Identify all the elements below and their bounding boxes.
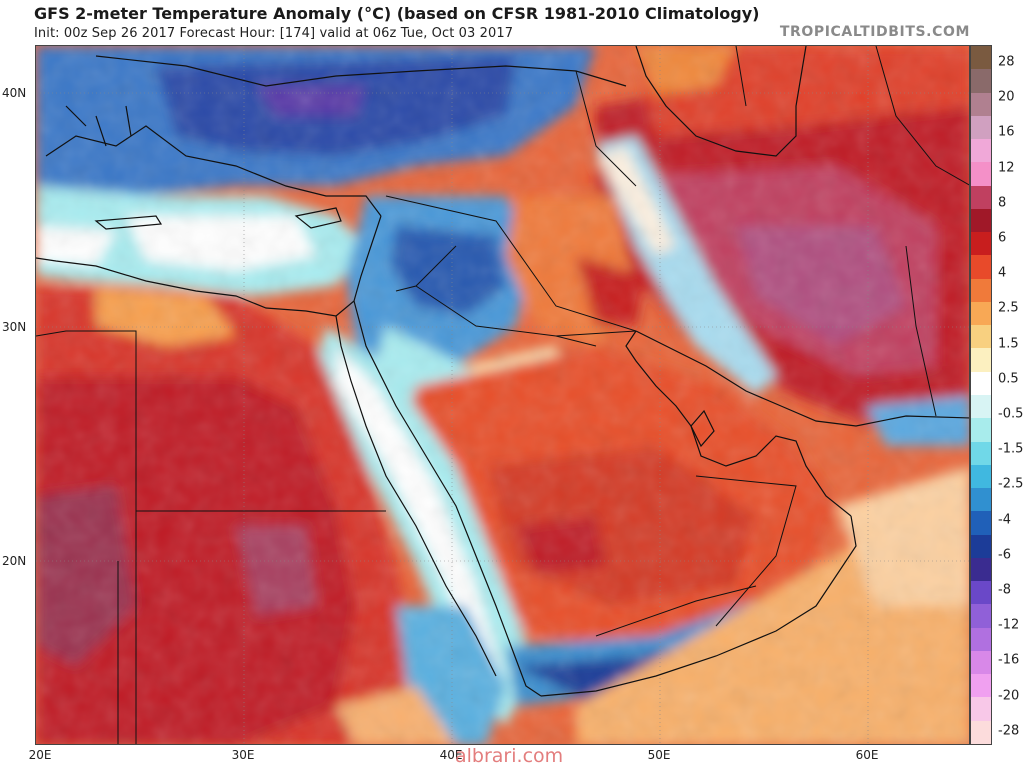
colorbar-tick-label: -12 bbox=[998, 617, 1020, 633]
colorbar-tick-label: 20 bbox=[998, 89, 1015, 105]
colorbar-tick-label: -2.5 bbox=[998, 476, 1024, 492]
graticule bbox=[36, 46, 969, 744]
map-canvas bbox=[36, 46, 969, 744]
colorbar-segment bbox=[971, 325, 991, 349]
colorbar-segment bbox=[971, 627, 991, 651]
colorbar-segment bbox=[971, 394, 991, 419]
lon-tick-label: 20E bbox=[28, 748, 52, 762]
colorbar-segment bbox=[971, 92, 991, 116]
country-borders bbox=[36, 46, 969, 744]
colorbar-segment bbox=[971, 115, 991, 140]
colorbar-segment bbox=[971, 604, 991, 628]
anomaly-map bbox=[35, 45, 970, 745]
colorbar-tick-label: -8 bbox=[998, 582, 1011, 598]
colorbar-segment bbox=[971, 534, 991, 558]
colorbar-tick-label: 0.5 bbox=[998, 371, 1019, 387]
coastlines bbox=[36, 46, 969, 697]
lat-tick-label: 40N bbox=[2, 86, 27, 100]
colorbar-segment bbox=[971, 464, 991, 489]
brand-label: TROPICALTIDBITS.COM bbox=[779, 24, 970, 40]
lon-tick-label: 60E bbox=[855, 748, 879, 762]
colorbar-segment bbox=[971, 511, 991, 535]
colorbar-segment bbox=[971, 46, 991, 70]
colorbar-tick-label: -6 bbox=[998, 547, 1011, 563]
lat-tick-label: 30N bbox=[2, 320, 27, 334]
colorbar-tick-label: 16 bbox=[998, 124, 1015, 140]
colorbar-tick-label: 4 bbox=[998, 265, 1007, 281]
colorbar-tick-label: 12 bbox=[998, 160, 1015, 176]
colorbar-tick-label: 6 bbox=[998, 230, 1007, 246]
colorbar-segment bbox=[971, 278, 991, 302]
colorbar-tick-label: -1.5 bbox=[998, 441, 1024, 457]
watermark: albrari.com bbox=[455, 745, 564, 767]
colorbar-segment bbox=[971, 557, 991, 582]
colorbar-segment bbox=[971, 697, 991, 721]
colorbar-tick-label: 2.5 bbox=[998, 300, 1019, 316]
colorbar-segment bbox=[971, 674, 991, 698]
colorbar-tick-label: 8 bbox=[998, 195, 1007, 211]
colorbar-tick-label: -16 bbox=[998, 652, 1020, 668]
colorbar-segment bbox=[971, 441, 991, 465]
lon-tick-label: 30E bbox=[231, 748, 255, 762]
colorbar bbox=[970, 45, 992, 745]
colorbar-segment bbox=[971, 69, 991, 93]
lon-tick-label: 50E bbox=[647, 748, 671, 762]
colorbar-segment bbox=[971, 650, 991, 675]
colorbar-tick-label: -0.5 bbox=[998, 406, 1024, 422]
lat-tick-label: 20N bbox=[2, 554, 27, 568]
field-texture bbox=[36, 46, 969, 744]
header: GFS 2-meter Temperature Anomaly (°C) (ba… bbox=[0, 0, 1024, 46]
map-title: GFS 2-meter Temperature Anomaly (°C) (ba… bbox=[34, 4, 760, 23]
colorbar-tick-label: 28 bbox=[998, 54, 1015, 70]
colorbar-segment bbox=[971, 232, 991, 256]
colorbar-segment bbox=[971, 301, 991, 326]
colorbar-segment bbox=[971, 255, 991, 279]
colorbar-segment bbox=[971, 185, 991, 209]
colorbar-segment bbox=[971, 208, 991, 233]
colorbar-tick-label: 1.5 bbox=[998, 336, 1019, 352]
colorbar-segment bbox=[971, 162, 991, 186]
colorbar-segment bbox=[971, 720, 991, 744]
colorbar-segment bbox=[971, 371, 991, 395]
colorbar-segment bbox=[971, 488, 991, 512]
lon-tick-label: 40E bbox=[439, 748, 463, 762]
colorbar-segment bbox=[971, 418, 991, 442]
colorbar-segment bbox=[971, 139, 991, 163]
colorbar-segment bbox=[971, 348, 991, 372]
colorbar-tick-label: -4 bbox=[998, 512, 1011, 528]
map-subtitle: Init: 00z Sep 26 2017 Forecast Hour: [17… bbox=[34, 26, 514, 41]
colorbar-tick-label: -20 bbox=[998, 688, 1020, 704]
colorbar-segment bbox=[971, 581, 991, 605]
colorbar-tick-label: -28 bbox=[998, 723, 1020, 739]
